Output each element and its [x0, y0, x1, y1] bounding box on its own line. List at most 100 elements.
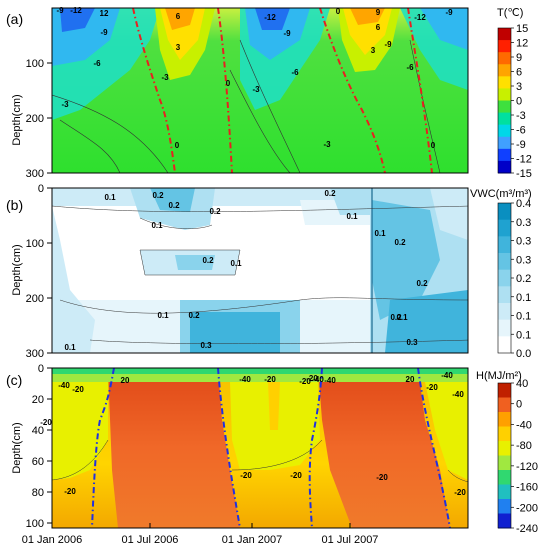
contour-label: -3 [161, 73, 169, 82]
contour-label: -3 [323, 140, 331, 149]
contour-label: 0.2 [390, 313, 402, 322]
colorbar-swatch [498, 253, 511, 271]
colorbar-swatch [498, 236, 511, 254]
colorbar-swatch [498, 76, 511, 89]
panel-b: (b) 0.1 0.20.20.20.10.2 0.10. [6, 183, 469, 360]
colorbar-tick-label: 0.0 [516, 348, 531, 360]
colorbar-swatch [498, 412, 511, 427]
x-tick-label: 01 Jan 2006 [22, 534, 83, 546]
zero-isotherm-line [319, 8, 386, 173]
colorbar-swatch [498, 336, 511, 354]
colorbar-swatch [498, 40, 511, 53]
contour-label: 0.2 [202, 256, 214, 265]
contour-label: 0.1 [374, 229, 386, 238]
colorbar-swatch [498, 219, 511, 237]
y-tick-label: 40 [32, 425, 44, 437]
contour-label: 0.2 [394, 238, 406, 247]
colorbar-title: VWC(m³/m³) [470, 188, 532, 200]
contour-label: 0.1 [151, 221, 163, 230]
y-tick-label: 20 [32, 394, 44, 406]
colorbar-tick-label: -200 [516, 502, 538, 514]
contour-label: 20 [121, 376, 130, 385]
contour-label: 0.2 [209, 207, 221, 216]
contour-label: -20 [299, 377, 311, 386]
colorbar-tick-label: 0.2 [516, 273, 531, 285]
contour-label: -6 [93, 59, 101, 68]
contour-label: 0.2 [188, 311, 200, 320]
contour-label: 0.2 [168, 201, 180, 210]
heatmap-a [52, 8, 468, 173]
colorbar-c: 40 0 -40 -80 -120 -160 -200 -240 H(MJ/m²) [476, 370, 538, 535]
y-tick-label: 100 [26, 518, 44, 530]
contour-label: 9 [376, 8, 381, 17]
y-tick-label: 300 [26, 168, 44, 180]
contour-label: -20 [240, 471, 252, 480]
colorbar-tick-label: 6 [516, 67, 522, 79]
colorbar-tick-label: 3 [516, 81, 522, 93]
contour-label: 0.1 [157, 311, 169, 320]
colorbar-swatch [498, 136, 511, 150]
contour-label: 0 [431, 141, 436, 150]
contour-label: 0.1 [346, 212, 358, 221]
contour-label: -9 [283, 29, 291, 38]
contour-label: -3 [61, 100, 69, 109]
panel-label-c: (c) [6, 372, 22, 388]
contour-label: -20 [376, 473, 388, 482]
colorbar-title: T(℃) [497, 7, 523, 19]
contour-label: -12 [264, 13, 276, 22]
zero-line [308, 368, 323, 528]
panel-label-b: (b) [6, 197, 23, 213]
colorbar-swatch [498, 441, 511, 456]
contour-label: -9 [56, 6, 64, 15]
contour-label: -20 [426, 383, 438, 392]
contour-label: -40 [239, 375, 251, 384]
contour-label: -20 [454, 488, 466, 497]
contour-label: 0.1 [230, 259, 242, 268]
contour-label: 0.3 [406, 338, 418, 347]
y-tick-label: 0 [38, 183, 44, 195]
contour-label: 0.2 [324, 189, 336, 198]
contour-label: -9 [445, 8, 453, 17]
contour-label: 6 [176, 12, 181, 21]
y-tick-label: 200 [26, 113, 44, 125]
colorbar-tick-label: 0 [516, 96, 522, 108]
colorbar-swatch [498, 160, 511, 174]
colorbar-title: H(MJ/m²) [476, 370, 522, 382]
contour-label: -3 [252, 85, 260, 94]
colorbar-tick-label: -6 [516, 125, 526, 137]
y-tick-label: 80 [32, 487, 44, 499]
colorbar-tick-label: -40 [516, 419, 532, 431]
colorbar-swatch [498, 319, 511, 337]
colorbar-swatch [498, 383, 511, 398]
contour-label: 0.1 [396, 313, 408, 322]
y-tick-label: 200 [26, 293, 44, 305]
colorbar-swatch [498, 28, 511, 41]
contour-label: 3 [371, 46, 376, 55]
contour-label: -9 [384, 40, 392, 49]
colorbar-swatch [498, 112, 511, 126]
colorbar-a: 15 12 9 6 3 0 -3 -6 -9 -12 -15 T(℃) [497, 7, 532, 180]
contour-label: -20 [72, 385, 84, 394]
contour-label: -12 [414, 13, 426, 22]
colorbar-tick-label: -120 [516, 461, 538, 473]
colorbar-tick-label: -9 [516, 139, 526, 151]
panel-a: (a) [6, 6, 469, 180]
contour-label: -40 [452, 390, 464, 399]
colorbar-tick-label: 12 [516, 38, 528, 50]
colorbar-swatch [498, 64, 511, 77]
contour-label: 12 [100, 9, 109, 18]
contour-label: 0.1 [104, 193, 116, 202]
colorbar-tick-label: -3 [516, 110, 526, 122]
contour-label: 0.2 [416, 279, 428, 288]
colorbar-swatch [498, 203, 511, 221]
colorbar-tick-label: 0.1 [516, 329, 531, 341]
contour-label: 20 [406, 375, 415, 384]
colorbar-tick-label: -15 [516, 168, 532, 180]
contour-label: -20 [64, 487, 76, 496]
colorbar-tick-label: -80 [516, 440, 532, 452]
contour-label: -6 [406, 63, 414, 72]
colorbar-tick-label: 0.1 [516, 311, 531, 323]
contour-label: -20 [264, 375, 276, 384]
